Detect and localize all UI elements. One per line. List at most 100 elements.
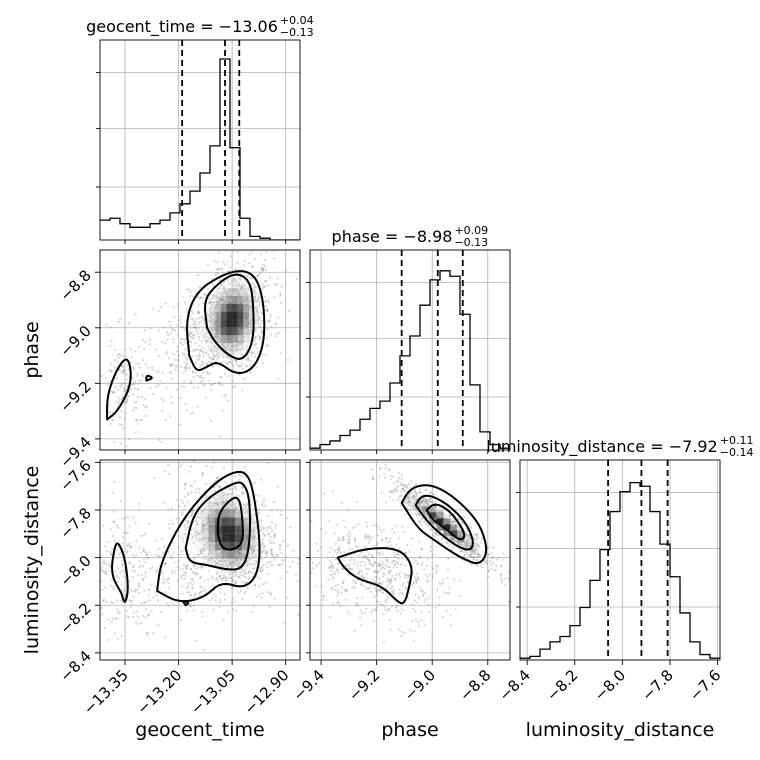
scatter-point [262,548,266,552]
scatter-point [215,578,218,581]
scatter-point [512,585,514,587]
scatter-point [473,549,476,553]
density-cell [243,343,249,351]
scatter-point [258,593,261,596]
scatter-point [236,348,239,351]
scatter-point [167,551,170,554]
scatter-point [266,327,270,330]
scatter-point [235,292,239,296]
scatter-point [164,562,167,565]
title-prefix: geocent_time = −13.06 [86,17,278,37]
scatter-point [116,608,119,611]
scatter-point [392,592,395,595]
scatter-point [110,553,113,556]
scatter-point [457,518,460,521]
density-cell [436,512,444,519]
scatter-point [337,548,340,551]
scatter-point [329,565,332,568]
scatter-point [189,331,192,335]
scatter-point [426,558,430,561]
scatter-point [408,503,411,506]
scatter-point [209,389,212,392]
density-cell [450,530,458,537]
scatter-point [257,326,260,329]
scatter-point [183,329,186,332]
scatter-point [206,558,210,561]
scatter-point [232,278,235,281]
density-cell [220,343,227,351]
scatter-point [144,608,148,611]
scatter-point [419,506,422,509]
scatter-point [413,506,416,509]
scatter-point [499,574,502,577]
scatter-point [196,553,199,557]
scatter-point [387,608,390,611]
scatter-point [410,498,413,501]
scatter-point [186,366,189,369]
scatter-point [255,306,258,309]
scatter-point [206,521,209,525]
scatter-point [380,539,383,542]
scatter-point [348,535,351,539]
scatter-point [378,551,381,555]
density-cell [194,509,202,518]
scatter-point [146,600,149,603]
scatter-point [446,568,449,571]
scatter-point [246,344,249,347]
scatter-point [189,581,192,584]
scatter-point [252,529,255,532]
scatter-point [214,345,217,348]
scatter-point [501,579,504,582]
scatter-point [398,572,401,575]
scatter-point [367,535,370,538]
scatter-point [257,508,260,511]
density-cell [194,533,202,543]
scatter-point [478,554,481,557]
scatter-point [191,411,194,414]
scatter-point [219,598,222,602]
scatter-point [356,597,359,600]
scatter-point [269,560,272,563]
scatter-point [476,553,479,556]
scatter-point [182,508,186,511]
scatter-point [186,566,189,570]
scatter-point [497,556,501,559]
scatter-point [188,604,191,607]
scatter-point [198,354,201,357]
scatter-point [449,514,452,517]
scatter-point [258,584,261,588]
scatter-point [381,603,384,607]
scatter-point [385,545,388,548]
scatter-point [126,363,129,366]
scatter-point [100,566,103,570]
scatter-point [205,544,208,547]
scatter-point [249,323,252,326]
scatter-point [393,481,396,484]
scatter-point [193,322,196,325]
scatter-point [332,565,335,568]
scatter-point [199,296,202,299]
scatter-point [320,585,324,588]
scatter-point [205,555,208,558]
scatter-point [237,344,240,347]
scatter-point [411,537,414,540]
density-cell [194,525,202,534]
scatter-point [112,391,115,394]
scatter-point [230,581,233,584]
scatter-point [184,574,187,577]
scatter-point [392,592,395,595]
scatter-point [214,595,217,598]
scatter-point [167,508,170,511]
scatter-point [146,631,149,634]
scatter-point [185,363,188,366]
scatter-point [100,579,103,583]
scatter-point [216,476,219,479]
scatter-point [403,489,406,493]
scatter-point [377,526,380,529]
title-minus-error: −0.13 [454,236,488,249]
scatter-point [224,291,227,294]
scatter-point [211,365,214,368]
scatter-point [245,364,248,367]
scatter-point [208,308,211,311]
scatter-point [201,329,204,332]
